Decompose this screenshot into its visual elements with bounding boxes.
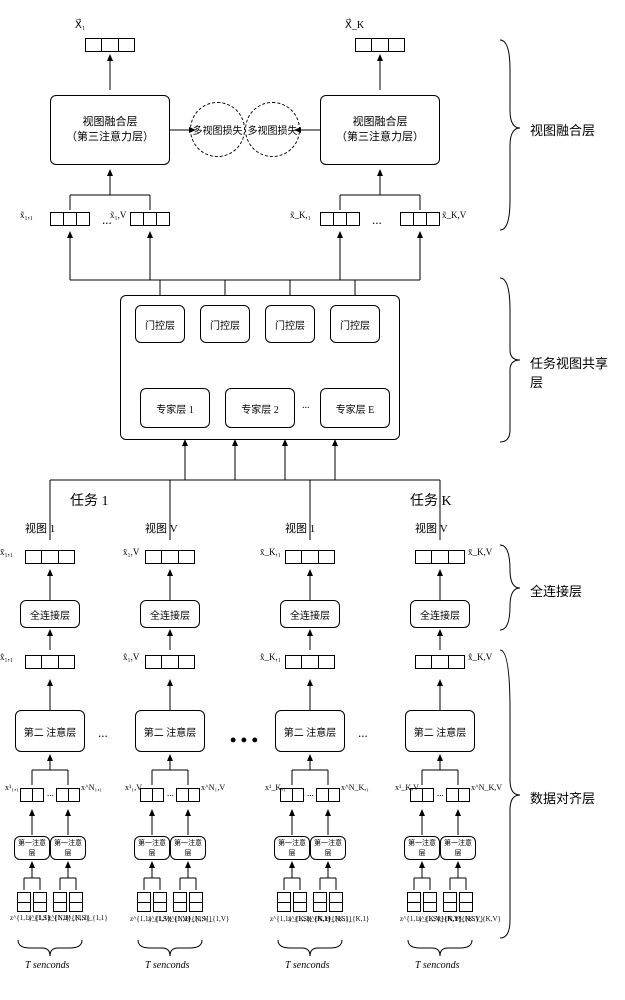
gate-3: 门控层 <box>265 305 315 343</box>
xhat-4 <box>415 655 465 669</box>
feat-lbl-k-1: x̃_K,₁ <box>290 210 311 220</box>
fc-3: 全连接层 <box>280 600 340 628</box>
expert-1: 专家层 1 <box>140 388 210 428</box>
xhat-1 <box>25 655 75 669</box>
architecture-diagram: X⃗₁ X⃗_K 视图融合层（第三注意力层） 视图融合层（第三注意力层） 多视图… <box>10 10 615 990</box>
fusion-block-right: 视图融合层（第三注意力层） <box>320 95 440 165</box>
dots-f2: ... <box>372 212 382 228</box>
out-left-label: X⃗₁ <box>75 20 85 31</box>
view1-r: 视图 1 <box>285 520 315 536</box>
xbar-3 <box>285 550 335 564</box>
z-1-1 <box>17 892 31 912</box>
task1-label: 任务 1 <box>70 490 109 510</box>
att2-2: 第二 注意层 <box>135 710 205 752</box>
att1-1a: 第一注意层 <box>14 836 50 860</box>
fusion-sub: （第三注意力层） <box>66 131 154 143</box>
viewV-l: 视图 V <box>145 520 178 536</box>
tsec-3: T senconds <box>285 960 330 971</box>
xbar-1 <box>25 550 75 564</box>
att1-3a: 第一注意层 <box>274 836 310 860</box>
att2-3: 第二 注意层 <box>275 710 345 752</box>
cd1: ... <box>98 725 108 741</box>
tsec-4: T senconds <box>415 960 460 971</box>
side-fusion: 视图融合层 <box>530 120 595 139</box>
expert-2: 专家层 2 <box>225 388 295 428</box>
att1-2a: 第一注意层 <box>134 836 170 860</box>
cd2: ... <box>358 725 368 741</box>
z-2-4 <box>189 892 203 912</box>
taskK-label: 任务 K <box>410 490 452 510</box>
att1-4b: 第一注意层 <box>440 836 476 860</box>
expert-e: 专家层 E <box>320 388 390 428</box>
feat-lbl-1-v: x̃₁,V <box>110 210 126 220</box>
feat-lbl-1-1: x̃₁,₁ <box>20 210 33 220</box>
loss-right: 多视图损失 <box>245 102 300 157</box>
feat-k-v <box>400 212 440 226</box>
z-3-1 <box>277 892 291 912</box>
tsec-1: T senconds <box>25 960 70 971</box>
xhat-2 <box>145 655 195 669</box>
side-fc: 全连接层 <box>530 581 582 600</box>
gate-1: 门控层 <box>135 305 185 343</box>
xv-2b <box>176 788 200 802</box>
gate-4: 门控层 <box>330 305 380 343</box>
side-shared: 任务视图共享层 <box>530 353 615 391</box>
att1-4a: 第一注意层 <box>404 836 440 860</box>
z-2-1 <box>137 892 151 912</box>
loss-left: 多视图损失 <box>190 102 245 157</box>
xv-4b <box>446 788 470 802</box>
z-3-4 <box>329 892 343 912</box>
tsec-2: T senconds <box>145 960 190 971</box>
xbar-2 <box>145 550 195 564</box>
fc-4: 全连接层 <box>410 600 470 628</box>
z-3-2 <box>293 892 307 912</box>
z-4-1 <box>407 892 421 912</box>
xv-1a <box>20 788 44 802</box>
xv-2a <box>140 788 164 802</box>
z-1-2 <box>33 892 47 912</box>
z-1-3 <box>53 892 67 912</box>
fc-1: 全连接层 <box>20 600 80 628</box>
feat-k-1 <box>320 212 360 226</box>
z-4-2 <box>423 892 437 912</box>
fusion-block-left: 视图融合层 （第三注意力层） <box>50 95 170 165</box>
xhat-3 <box>285 655 335 669</box>
feat-1-v <box>130 212 170 226</box>
gate-2: 门控层 <box>200 305 250 343</box>
z-1-4 <box>69 892 83 912</box>
xbar-4 <box>415 550 465 564</box>
expert-dots: ... <box>302 400 310 411</box>
out-right-label: X⃗_K <box>345 20 364 31</box>
fc-2: 全连接层 <box>140 600 200 628</box>
z-2-3 <box>173 892 187 912</box>
att2-4: 第二 注意层 <box>405 710 475 752</box>
z-4-4 <box>459 892 473 912</box>
z-2-2 <box>153 892 167 912</box>
att2-1: 第二 注意层 <box>15 710 85 752</box>
output-vec-right <box>355 38 405 52</box>
output-vec-left <box>85 38 135 52</box>
xv-3b <box>316 788 340 802</box>
att1-1b: 第一注意层 <box>50 836 86 860</box>
big-dots: • • • <box>230 730 258 751</box>
view1-l: 视图 1 <box>25 520 55 536</box>
viewV-r: 视图 V <box>415 520 448 536</box>
att1-3b: 第一注意层 <box>310 836 346 860</box>
side-align: 数据对齐层 <box>530 788 595 807</box>
feat-1-1 <box>50 212 90 226</box>
xv-1b <box>56 788 80 802</box>
feat-lbl-k-v: x̃_K,V <box>442 210 466 220</box>
fusion-title: 视图融合层 <box>83 116 138 128</box>
att1-2b: 第一注意层 <box>170 836 206 860</box>
z-3-3 <box>313 892 327 912</box>
z-4-3 <box>443 892 457 912</box>
